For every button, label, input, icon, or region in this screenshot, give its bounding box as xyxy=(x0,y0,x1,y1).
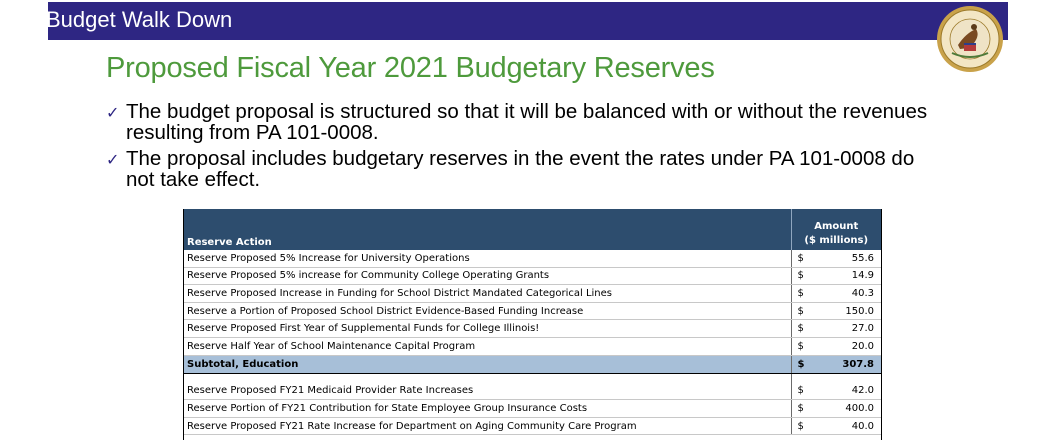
table-row: Reserve Half Year of School Maintenance … xyxy=(184,337,881,356)
row-value: 20.0 xyxy=(827,337,881,356)
subtotal-row: Subtotal, Education $ 307.8 xyxy=(184,354,881,374)
row-action: Reserve Portion of FY21 Contribution for… xyxy=(184,399,792,418)
spacer-cell xyxy=(827,373,881,383)
subtotal-label: Subtotal, Education xyxy=(184,354,792,374)
row-action: Reserve Proposed Increase in Funding for… xyxy=(184,284,792,303)
table-row: Reserve a Portion of Proposed School Dis… xyxy=(184,302,881,321)
row-value: 42.0 xyxy=(827,382,881,401)
amount-header-line2: ($ millions) xyxy=(804,235,869,246)
header-title: Budget Walk Down xyxy=(46,7,233,32)
bullet-text: The proposal includes budgetary reserves… xyxy=(126,147,915,191)
row-currency: $ xyxy=(791,417,827,436)
subtotal-value: 307.8 xyxy=(827,354,881,374)
row-currency: $ xyxy=(791,337,827,356)
row-action: Reserve Proposed First Year of Supplemen… xyxy=(184,319,792,338)
row-value: 55.6 xyxy=(827,250,881,268)
row-currency: $ xyxy=(791,267,827,286)
table-row: Reserve Proposed 5% increase for Communi… xyxy=(184,267,881,286)
spacer-cell xyxy=(791,373,827,383)
row-value: 150.0 xyxy=(827,302,881,321)
bullet-item: ✓ The budget proposal is structured so t… xyxy=(106,100,936,144)
subtotal-currency: $ xyxy=(791,354,827,374)
spacer-row xyxy=(184,373,881,383)
column-header-action: Reserve Action xyxy=(184,209,792,250)
table-row: Reserve Proposed 5% Increase for Univers… xyxy=(184,250,881,268)
row-action: Reserve Proposed 5% Increase for Univers… xyxy=(184,250,792,268)
table-header-row: Reserve Action Amount ($ millions) xyxy=(184,209,881,250)
table-row: Reserve Proposed Increase in Funding for… xyxy=(184,284,881,303)
table-row: Reserve Proposed FY21 Medicaid Provider … xyxy=(184,382,881,401)
page-title: Proposed Fiscal Year 2021 Budgetary Rese… xyxy=(106,52,715,84)
row-action: Reserve Proposed 5% increase for Communi… xyxy=(184,267,792,286)
checkmark-icon: ✓ xyxy=(106,152,120,169)
row-value: 40.0 xyxy=(827,417,881,436)
row-action: Reserve Half Year of School Maintenance … xyxy=(184,337,792,356)
row-value: 400.0 xyxy=(827,399,881,418)
row-action: Reserve a Portion of Proposed School Dis… xyxy=(184,302,792,321)
row-currency: $ xyxy=(791,319,827,338)
bullet-list: ✓ The budget proposal is structured so t… xyxy=(106,100,936,196)
amount-header-line1: Amount xyxy=(814,221,859,232)
row-value: 40.3 xyxy=(827,284,881,303)
row-currency: $ xyxy=(791,399,827,418)
row-value: 27.0 xyxy=(827,319,881,338)
bullet-item: ✓ The proposal includes budgetary reserv… xyxy=(106,147,936,191)
row-action: Reserve Proposed FY21 Medicaid Provider … xyxy=(184,382,792,401)
spacer-cell xyxy=(184,373,792,383)
table-row: Reserve Portion of FY21 Contribution for… xyxy=(184,399,881,418)
header-bar xyxy=(48,2,1008,40)
bullet-text: The budget proposal is structured so tha… xyxy=(126,100,928,144)
row-currency: $ xyxy=(791,382,827,401)
row-currency: $ xyxy=(791,250,827,268)
table-row: Reserve Proposed First Year of Supplemen… xyxy=(184,319,881,338)
row-action: Reserve Proposed FY21 Rate Increase for … xyxy=(184,417,792,436)
row-value: 14.9 xyxy=(827,267,881,286)
row-currency: $ xyxy=(791,284,827,303)
row-currency: $ xyxy=(791,302,827,321)
table-row: Reserve Proposed FY21 Rate Increase for … xyxy=(184,417,881,436)
state-seal-icon xyxy=(937,6,1003,72)
column-header-amount: Amount ($ millions) xyxy=(791,209,881,250)
reserve-table: Reserve Action Amount ($ millions) Reser… xyxy=(183,209,882,440)
checkmark-icon: ✓ xyxy=(106,105,120,122)
